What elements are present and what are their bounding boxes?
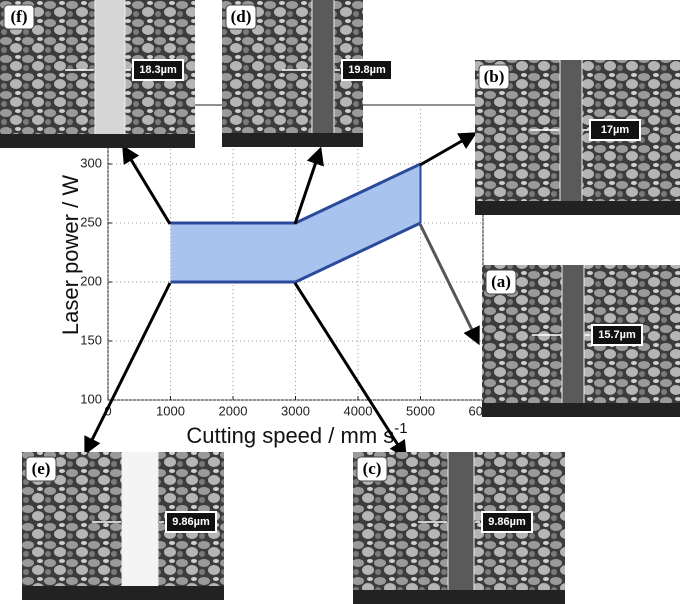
y-tick-label: 100 — [80, 391, 102, 406]
lower-boundary — [170, 221, 422, 284]
label-box — [356, 456, 388, 482]
pointer-arrow — [418, 223, 480, 346]
measurement-box — [481, 511, 533, 533]
scale-bar-strip — [353, 590, 565, 604]
y-tick-label: 150 — [80, 332, 102, 347]
y-tick-label: 200 — [80, 273, 102, 288]
measurement-box — [341, 59, 393, 81]
scale-bar-strip — [482, 403, 680, 417]
cut-channel — [95, 0, 125, 148]
pointer-arrow — [419, 132, 478, 167]
cut-channel — [448, 452, 474, 604]
label-box — [25, 456, 57, 482]
measurement: 9.86µm — [488, 516, 526, 528]
inset-label: (a) — [491, 272, 511, 291]
x-axis-label-superscript: -1 — [394, 420, 407, 437]
cut-channel — [122, 452, 158, 600]
y-tick-label: 250 — [80, 214, 102, 229]
inset-label: (d) — [231, 7, 252, 26]
pointer-arrow — [84, 282, 172, 456]
x-tick-label: 5000 — [406, 403, 435, 418]
scale-bar-strip — [0, 134, 195, 148]
x-tick-label: 4000 — [344, 403, 373, 418]
pointer-arrow — [122, 144, 172, 225]
micrograph: (d) 19.8µm — [222, 0, 393, 147]
x-tick-label: 2000 — [219, 403, 248, 418]
inset-label: (e) — [32, 459, 51, 478]
y-axis-label: Laser power / W — [58, 175, 83, 335]
micrograph: (c) 9.86µm — [353, 452, 565, 604]
scale-bar-strip — [475, 201, 680, 215]
cut-channel — [560, 60, 582, 215]
measurement: 18.3µm — [139, 64, 177, 76]
pointer-arrow — [293, 282, 407, 460]
measurement-box — [165, 511, 217, 533]
cut-channel — [312, 0, 334, 147]
label-box — [3, 4, 35, 30]
measurement-box — [132, 59, 184, 81]
label-box — [225, 4, 257, 30]
measurement: 15.7µm — [598, 329, 636, 341]
micrograph: (a) 15.7µm — [482, 265, 680, 417]
cut-channel — [562, 265, 584, 417]
micrograph: (f) 18.3µm — [0, 0, 195, 148]
inset-label: (b) — [484, 67, 505, 86]
label-box — [485, 269, 517, 295]
x-axis-label-text: Cutting speed / mm s — [186, 423, 394, 448]
plot-area: 0100020003000400050006000100150200250300 — [80, 104, 497, 418]
measurement-box — [591, 324, 643, 346]
y-tick-label: 300 — [80, 155, 102, 170]
micrograph: (b) 17µm — [475, 60, 680, 215]
label-box — [478, 64, 510, 90]
scale-bar-strip — [222, 133, 363, 147]
x-axis-label: Cutting speed / mm s-1 — [186, 420, 407, 448]
scale-bar-strip — [22, 586, 224, 600]
measurement: 9.86µm — [172, 516, 210, 528]
measurement: 19.8µm — [348, 64, 386, 76]
x-tick-label: 1000 — [156, 403, 185, 418]
measurement: 17µm — [601, 124, 630, 136]
pointer-arrow — [293, 146, 324, 225]
inset-label: (c) — [363, 459, 382, 478]
measurement-box — [589, 119, 641, 141]
inset-label: (f) — [11, 7, 28, 26]
x-tick-label: 3000 — [281, 403, 310, 418]
micrograph: (e) 9.86µm — [22, 452, 224, 600]
